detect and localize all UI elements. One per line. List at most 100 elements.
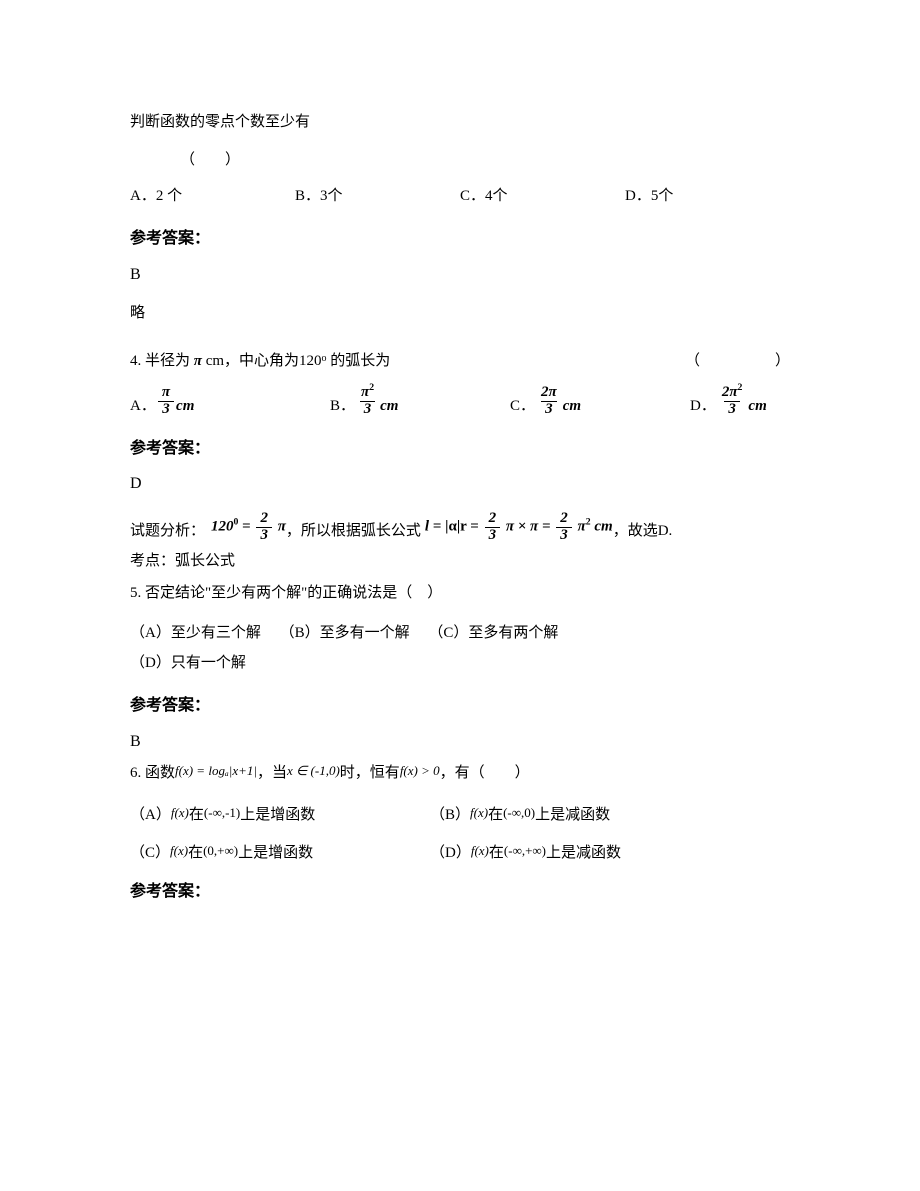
q5-num: 5.	[130, 585, 145, 601]
fraction-icon: π2 3	[357, 383, 378, 418]
q5-opts-row1: （A）至少有三个解 （B）至多有一个解 （C）至多有两个解	[130, 621, 790, 645]
eq-lhs: 120	[211, 519, 234, 535]
fraction-icon: 2 3	[485, 511, 501, 544]
frac-num: 2π	[537, 385, 561, 401]
analysis-mid: ，所以根据弧长公式	[286, 519, 421, 543]
q5-answer-head: 参考答案：	[130, 693, 790, 719]
frac-num: 2	[256, 511, 272, 527]
pi-icon: π	[194, 353, 202, 369]
analysis-post: ，故选D.	[613, 519, 673, 543]
pi-icon: π	[578, 519, 586, 535]
opt-tail: 上是增函数	[238, 845, 313, 861]
degree-icon: o	[322, 353, 327, 364]
q5-answer: B	[130, 729, 790, 755]
q4-opt-b: B． π2 3 cm	[330, 383, 510, 418]
q5-stem-text: 否定结论"至少有两个解"的正确说法是（ ）	[145, 585, 442, 601]
frac-num: π	[361, 384, 369, 400]
q4-answer-head: 参考答案：	[130, 436, 790, 462]
q4-d-letter: D．	[690, 394, 716, 418]
q5-opt-a: （A）至少有三个解	[130, 625, 261, 641]
q3-note: 略	[130, 301, 790, 325]
q4-b-letter: B．	[330, 394, 355, 418]
fx-expr: f(x)	[170, 843, 188, 858]
q3-opt-c: C．4个	[460, 184, 625, 208]
on-text: 在	[489, 845, 504, 861]
opt-letter: （B）	[430, 807, 470, 823]
q3-opt-d: D．5个	[625, 184, 790, 208]
q5-opt-b: （B）至多有一个解	[280, 625, 410, 641]
q3-options: A．2 个 B．3个 C．4个 D．5个	[130, 184, 790, 208]
q6-opt-d: （D）f(x)在(-∞,+∞)上是减函数	[430, 841, 790, 865]
q4-stem-mid: cm，中心角为120	[206, 353, 322, 369]
frac-den: 3	[485, 527, 501, 544]
fx-expr: f(x)	[470, 805, 488, 820]
q3-answer-head: 参考答案：	[130, 226, 790, 252]
eq-part: = |α|r =	[433, 519, 483, 535]
sup-icon: 2	[738, 382, 743, 393]
frac-den: 3	[724, 401, 740, 418]
fraction-icon: 2π2 3	[718, 383, 747, 418]
deg-sup: 0	[234, 517, 239, 528]
q4-options: A． π 3 cm B． π2 3 cm C． 2π 3 cm D． 2π2 3…	[130, 383, 790, 418]
frac-num: 2π	[722, 384, 738, 400]
interval-expr: (0,+∞)	[203, 843, 238, 858]
q6-opt-a: （A）f(x)在(-∞,-1)上是增函数	[130, 803, 430, 827]
unit-cm: cm	[563, 394, 581, 418]
q3-stem: 判断函数的零点个数至少有	[130, 110, 790, 134]
eq-sign: =	[242, 519, 254, 535]
q6-pre: 函数	[145, 765, 175, 781]
interval-expr: (-∞,0)	[503, 805, 535, 820]
q6-mid2: 时，恒有	[340, 765, 400, 781]
q6-mid: ，当	[257, 765, 287, 781]
on-text: 在	[488, 807, 503, 823]
q3-paren: （ ）	[130, 148, 790, 172]
q4-stem-pre: 半径为	[145, 353, 190, 369]
q3-opt-b: B．3个	[295, 184, 460, 208]
opt-tail: 上是减函数	[546, 845, 621, 861]
unit-cm: cm	[176, 394, 194, 418]
q6-opt-c: （C）f(x)在(0,+∞)上是增函数	[130, 841, 430, 865]
frac-den: 3	[556, 527, 572, 544]
fx-expr: f(x) = logₐ|x+1|	[175, 763, 257, 778]
q4-answer: D	[130, 471, 790, 497]
fraction-icon: 2 3	[556, 511, 572, 544]
opt-letter: （D）	[430, 845, 471, 861]
eq-l: l	[425, 519, 429, 535]
q4-c-letter: C．	[510, 394, 535, 418]
q5-stem: 5. 否定结论"至少有两个解"的正确说法是（ ）	[130, 581, 790, 605]
q4-opt-a: A． π 3 cm	[130, 385, 330, 418]
q3-opt-a: A．2 个	[130, 184, 295, 208]
q4-stem-post: 的弧长为	[330, 353, 390, 369]
frac-den: 3	[158, 401, 174, 418]
frac-num: 2	[485, 511, 501, 527]
fraction-icon: 2π 3	[537, 385, 561, 418]
q5-opt-c: （C）至多有两个解	[428, 625, 558, 641]
q4-stem-line: 4. 半径为 π cm，中心角为120o 的弧长为 （ ）	[130, 349, 790, 373]
opt-letter: （A）	[130, 807, 171, 823]
opt-tail: 上是减函数	[535, 807, 610, 823]
x-interval: x ∈ (-1,0)	[287, 763, 340, 778]
q4-num: 4.	[130, 353, 141, 369]
interval-expr: (-∞,-1)	[204, 805, 240, 820]
fx-expr: f(x)	[171, 805, 189, 820]
frac-den: 3	[541, 401, 557, 418]
unit-cm: cm	[594, 519, 612, 535]
q5-opt-d: （D）只有一个解	[130, 655, 246, 671]
q6-opts-row1: （A）f(x)在(-∞,-1)上是增函数 （B）f(x)在(-∞,0)上是减函数	[130, 803, 790, 827]
fx-gt: f(x) > 0	[400, 763, 440, 778]
pi-icon: π	[278, 519, 286, 535]
fraction-icon: 2 3	[256, 511, 272, 544]
interval-expr: (-∞,+∞)	[504, 843, 546, 858]
q6-answer-head: 参考答案：	[130, 879, 790, 905]
q4-a-letter: A．	[130, 394, 156, 418]
fraction-icon: π 3	[158, 385, 174, 418]
frac-den: 3	[256, 527, 272, 544]
frac-num: π	[158, 385, 174, 401]
q6-opt-b: （B）f(x)在(-∞,0)上是减函数	[430, 803, 790, 827]
q4-opt-d: D． 2π2 3 cm	[690, 383, 790, 418]
analysis-label: 试题分析：	[130, 519, 205, 543]
q4-kaopoint: 考点：弧长公式	[130, 549, 790, 573]
eq-part: π × π =	[506, 519, 554, 535]
q5-opts-row2: （D）只有一个解	[130, 651, 790, 675]
q6-stem: 6. 函数f(x) = logₐ|x+1|，当x ∈ (-1,0)时，恒有f(x…	[130, 761, 790, 785]
